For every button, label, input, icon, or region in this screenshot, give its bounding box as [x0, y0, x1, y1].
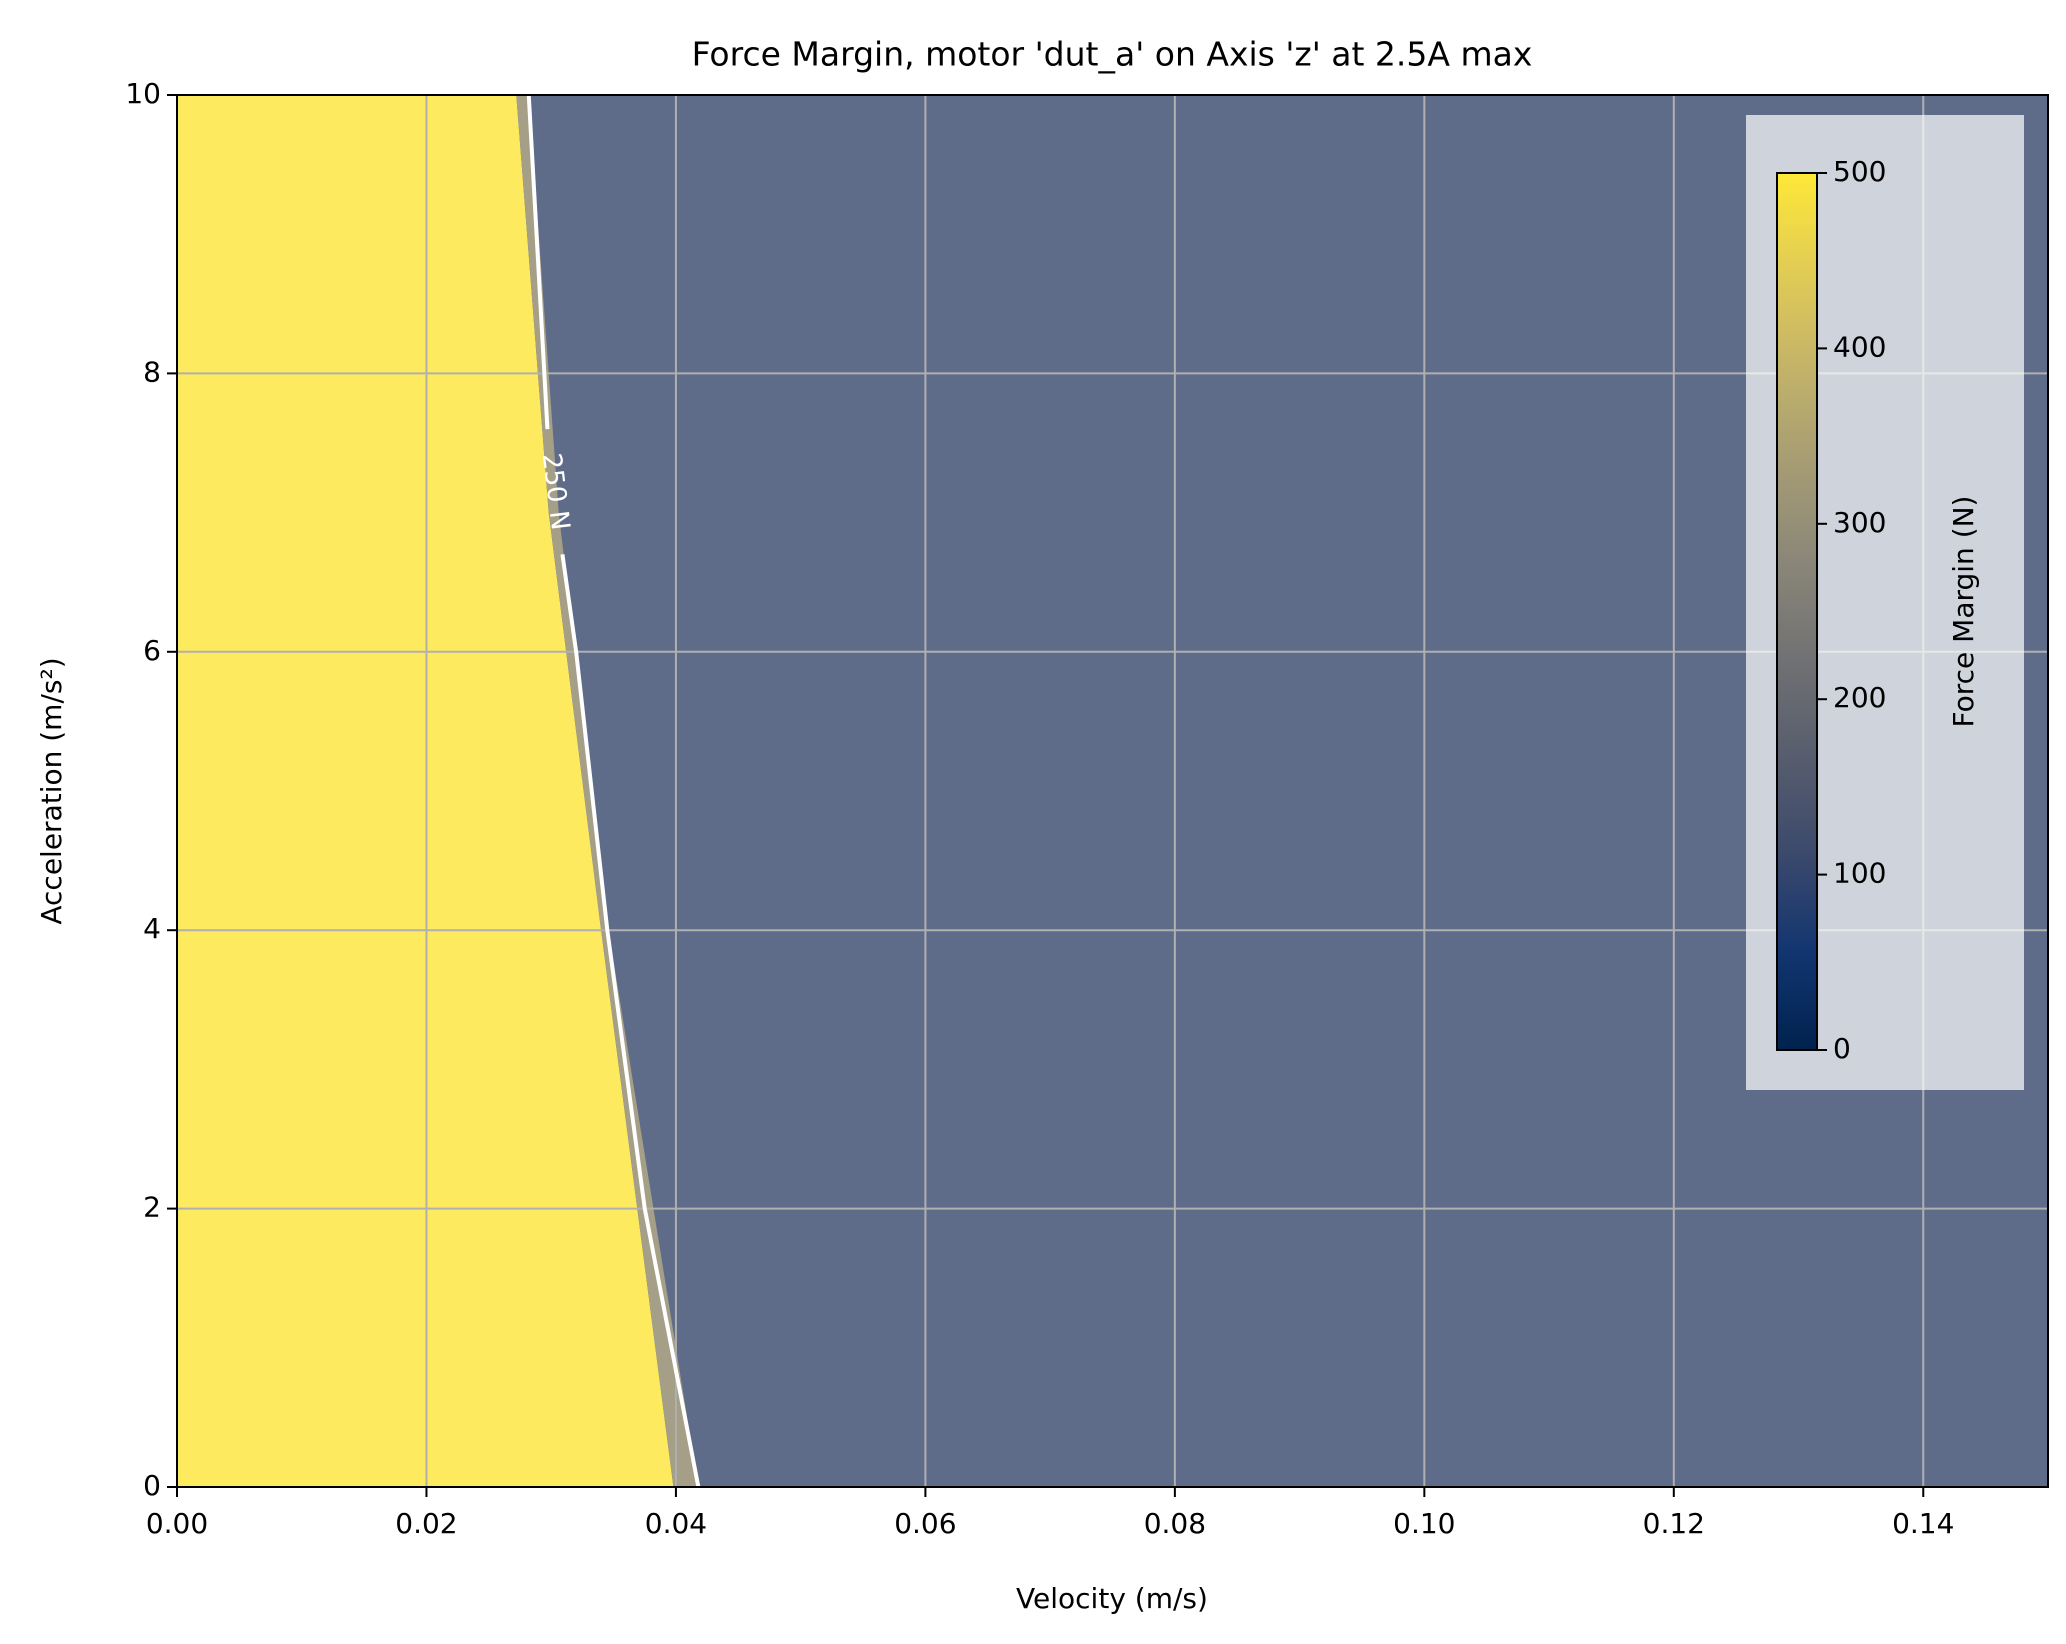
- x-tick-label: 0.02: [395, 1507, 457, 1540]
- y-tick-label: 6: [143, 634, 161, 667]
- x-tick-label: 0.00: [146, 1507, 208, 1540]
- x-tick-label: 0.08: [1144, 1507, 1206, 1540]
- x-tick-label: 0.12: [1643, 1507, 1705, 1540]
- colorbar-tick-label: 300: [1833, 506, 1886, 539]
- y-axis-label: Acceleration (m/s²): [35, 657, 68, 924]
- y-tick-label: 0: [143, 1469, 161, 1502]
- colorbar-tick-label: 500: [1833, 155, 1886, 188]
- chart-title: Force Margin, motor 'dut_a' on Axis 'z' …: [692, 35, 1533, 74]
- filled-region: [177, 95, 2048, 1487]
- colorbar: [1776, 172, 1818, 1051]
- contour-line: [526, 94, 701, 1488]
- y-tick-label: 4: [143, 912, 161, 945]
- colorbar-tick-label: 400: [1833, 330, 1886, 363]
- filled-region: [516, 95, 699, 1487]
- y-tick-label: 8: [143, 355, 161, 388]
- colorbar-tick-label: 200: [1833, 681, 1886, 714]
- x-tick-label: 0.04: [645, 1507, 707, 1540]
- colorbar-label: Force Margin (N): [1947, 496, 1980, 728]
- x-tick-label: 0.14: [1892, 1507, 1954, 1540]
- y-tick-label: 2: [143, 1191, 161, 1224]
- x-axis-label: Velocity (m/s): [1016, 1582, 1208, 1615]
- x-tick-label: 0.10: [1393, 1507, 1455, 1540]
- colorbar-tick-label: 100: [1833, 857, 1886, 890]
- colorbar-tick-label: 0: [1833, 1032, 1851, 1065]
- plot-frame: [176, 94, 2049, 1488]
- x-tick-label: 0.06: [894, 1507, 956, 1540]
- y-tick-label: 10: [125, 77, 161, 110]
- filled-region: [177, 95, 674, 1487]
